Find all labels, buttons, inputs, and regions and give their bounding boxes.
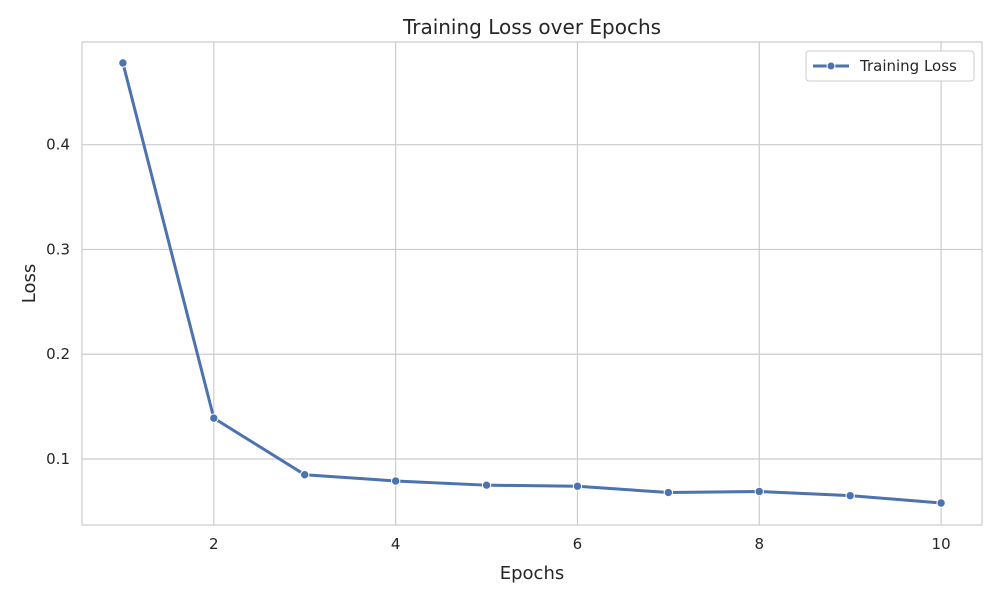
data-point — [300, 470, 310, 480]
data-point — [936, 498, 946, 508]
x-tick-label: 6 — [573, 535, 583, 553]
y-axis-label: Loss — [19, 264, 40, 303]
x-tick-label: 8 — [754, 535, 764, 553]
data-point — [845, 490, 855, 501]
data-point — [572, 481, 583, 491]
x-tick-label: 2 — [209, 535, 219, 553]
y-tick-label: 0.3 — [46, 240, 70, 258]
x-tick-label: 10 — [932, 535, 951, 553]
tick-labels: 2 4 6 8 10 0.1 0.2 0.3 0.4 — [46, 136, 950, 553]
data-point — [481, 480, 492, 490]
y-tick-label: 0.1 — [46, 450, 70, 468]
series-line-training-loss — [121, 61, 943, 505]
data-point — [754, 486, 764, 497]
data-point — [663, 487, 674, 498]
chart-title: Training Loss over Epochs — [402, 15, 661, 39]
data-point — [390, 476, 401, 486]
legend-box — [805, 50, 975, 82]
legend-marker-swatch — [826, 61, 836, 71]
legend: Training Loss — [805, 50, 975, 82]
series-layer — [118, 58, 946, 508]
data-point — [118, 58, 128, 68]
grid-lines — [82, 42, 982, 525]
data-point — [209, 413, 219, 423]
y-tick-label: 0.4 — [46, 136, 70, 154]
x-tick-label: 4 — [391, 535, 401, 553]
legend-entry-training-loss: Training Loss — [859, 57, 957, 75]
y-tick-label: 0.2 — [46, 345, 70, 363]
x-axis-label: Epochs — [500, 563, 565, 584]
plot-frame — [81, 41, 983, 526]
